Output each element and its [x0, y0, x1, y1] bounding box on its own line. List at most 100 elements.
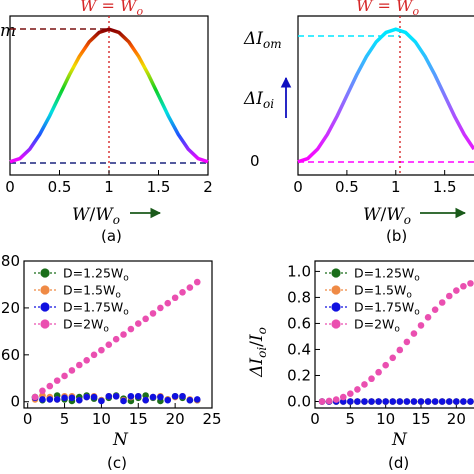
data-point	[325, 397, 333, 405]
panel-a-y-label-fragment: m	[0, 21, 16, 41]
data-point	[112, 392, 120, 400]
data-point	[149, 393, 157, 401]
data-point	[193, 396, 201, 403]
panel-a: W = Wo m 0 0.5 1 1.5 2 W/Wo (a)	[0, 0, 213, 245]
legend-label: D=1.25Wo	[63, 266, 129, 284]
data-point	[460, 398, 467, 405]
legend-marker	[331, 285, 341, 295]
data-point	[417, 398, 425, 405]
data-point	[417, 322, 425, 329]
data-point	[403, 338, 411, 346]
data-point	[112, 335, 120, 343]
panel-b-y-label-zero: 0	[250, 152, 260, 170]
x-tick-label: 5	[346, 410, 356, 428]
data-point	[424, 314, 432, 321]
data-point	[83, 393, 90, 401]
panel-a-curve	[9, 27, 209, 164]
data-point	[382, 398, 389, 405]
panel-c-caption: (c)	[107, 454, 127, 472]
y-tick-label: 1.0	[287, 262, 311, 280]
x-tick-label: 20	[447, 410, 466, 428]
x-tick-label: 10	[376, 410, 395, 428]
data-point	[438, 398, 446, 405]
data-point	[171, 294, 179, 302]
data-point	[120, 331, 127, 338]
y-tick-label: 180	[0, 252, 20, 270]
data-point	[332, 396, 340, 403]
data-point	[105, 341, 113, 348]
panel-b-curve	[297, 27, 474, 164]
x-tick-label: 15	[411, 410, 430, 428]
data-point	[460, 282, 467, 290]
x-tick-label: 15	[129, 410, 148, 428]
x-tick-label: 5	[60, 410, 70, 428]
data-point	[403, 398, 411, 405]
y-tick-label: 120	[0, 299, 20, 317]
data-point	[179, 392, 186, 400]
x-tick-label: 1	[104, 178, 114, 196]
data-point	[382, 361, 389, 369]
data-point	[142, 315, 149, 323]
data-point	[186, 396, 194, 404]
data-point	[467, 280, 474, 287]
panel-d-x-label: N	[391, 430, 408, 450]
data-point	[171, 392, 179, 400]
y-tick-label: 0	[10, 393, 20, 411]
data-point	[39, 396, 46, 403]
data-point	[410, 330, 418, 337]
data-point	[424, 398, 432, 405]
data-point	[134, 320, 142, 327]
data-point	[375, 398, 382, 405]
x-tick-label: 1.5	[147, 178, 171, 196]
data-point	[410, 398, 418, 405]
legend-marker	[40, 319, 50, 329]
legend-label: D=2Wo	[63, 317, 109, 335]
data-point	[98, 346, 105, 354]
data-point	[431, 398, 439, 405]
data-point	[157, 393, 164, 401]
data-point	[453, 398, 460, 405]
legend-marker	[40, 302, 50, 312]
y-tick-label: 0.2	[287, 366, 311, 384]
panel-c-x-label: N	[112, 430, 129, 450]
data-point	[339, 393, 347, 401]
x-tick-label: 1.5	[433, 178, 457, 196]
data-point	[75, 361, 83, 369]
data-point	[120, 397, 127, 405]
panel-a-caption: (a)	[101, 227, 122, 245]
legend-label: D=1.25Wo	[354, 266, 420, 284]
data-point	[105, 392, 113, 400]
data-point	[354, 398, 361, 405]
series-3	[31, 392, 201, 405]
legend-label: D=1.5Wo	[354, 283, 412, 301]
data-point	[179, 288, 186, 296]
series-4	[31, 278, 201, 401]
y-tick-label: 0.8	[287, 288, 311, 306]
data-point	[164, 396, 172, 404]
y-tick-label: 60	[1, 346, 20, 364]
x-tick-label: 20	[166, 410, 185, 428]
data-point	[368, 398, 375, 405]
data-point	[142, 392, 149, 399]
data-point	[68, 367, 76, 374]
series-4	[318, 280, 474, 405]
data-point	[389, 398, 397, 405]
data-point	[318, 398, 326, 405]
data-point	[53, 396, 61, 403]
panel-b-y-label-max: ΔIom	[243, 29, 282, 51]
x-tick-label: 0.5	[335, 178, 359, 196]
panel-b-y-label-arrow: ΔIoi	[243, 89, 274, 111]
panel-d-caption: (d)	[388, 454, 409, 472]
x-tick-label: 25	[202, 410, 221, 428]
data-point	[75, 396, 83, 404]
data-point	[396, 398, 404, 405]
data-point	[467, 398, 474, 405]
panel-d-y-label: ΔIoi/Io	[247, 327, 269, 378]
legend-marker	[331, 268, 341, 278]
data-point	[142, 396, 149, 404]
legend-marker	[331, 319, 341, 329]
data-point	[134, 392, 142, 400]
